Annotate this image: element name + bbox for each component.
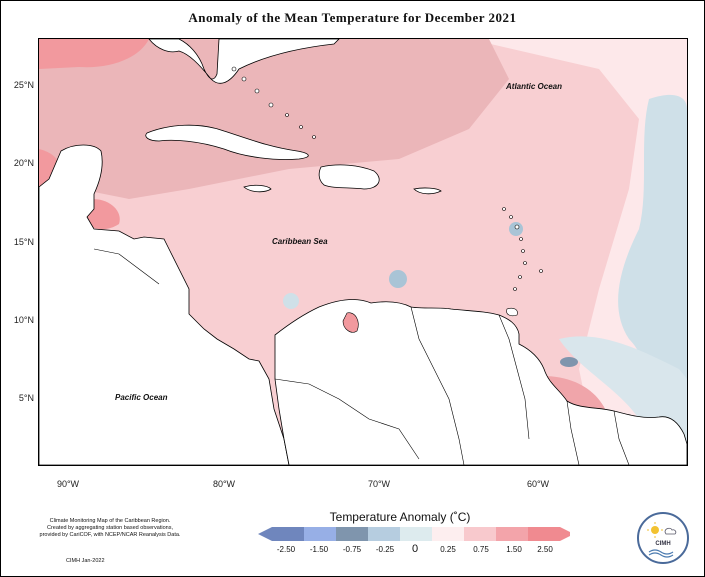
legend-tick-label: 2.50	[537, 545, 553, 554]
anomaly-field-warm-strong-nw	[39, 39, 149, 69]
legend-swatch	[432, 527, 464, 541]
anomaly-map-canvas	[39, 39, 687, 465]
legend-arrow-low	[258, 527, 272, 541]
lat-label-5n: 5°N	[18, 393, 34, 403]
legend-swatch	[272, 527, 304, 541]
legend-arrow-high	[560, 527, 570, 541]
anomaly-cool-spot-5	[283, 293, 299, 309]
legend-tick-label: -0.75	[342, 545, 362, 554]
lon-label-60w: 60°W	[526, 479, 550, 489]
land-central-america	[39, 144, 290, 465]
legend-tick-label: -2.50	[276, 545, 296, 554]
logo-text: CIMH	[655, 541, 671, 547]
legend-swatch	[400, 527, 432, 541]
lon-label-70w: 70°W	[367, 479, 391, 489]
credit-line: Climate Monitoring Map of the Caribbean …	[49, 518, 171, 524]
land-jamaica	[243, 184, 272, 193]
pacific-ocean-label: Pacific Ocean	[115, 393, 168, 402]
land-cuba	[145, 124, 309, 160]
lat-label-25n: 25°N	[13, 80, 34, 90]
legend-colorbar	[258, 527, 570, 541]
land-hispaniola	[318, 164, 380, 190]
land-bahamas	[231, 66, 316, 139]
caribbean-sea-label: Caribbean Sea	[272, 237, 328, 246]
legend-tick-label: 0.75	[473, 545, 489, 554]
anomaly-cool-spot-4	[560, 357, 578, 367]
anomaly-map	[38, 38, 688, 466]
anomaly-cool-spot-1	[389, 270, 407, 288]
credit-line: provided by CariCOF, with NCEP/NCAR Rean…	[39, 532, 181, 538]
credit-line: Created by aggregating station based obs…	[47, 525, 173, 531]
country-borders	[93, 248, 630, 465]
cimh-logo-icon: CIMH	[637, 512, 689, 564]
anomaly-field-warm-north	[39, 39, 509, 199]
land-florida	[148, 39, 340, 84]
legend-tick-label: 0	[411, 543, 419, 555]
lat-label-20n: 20°N	[13, 158, 34, 168]
land-south-america	[274, 299, 687, 465]
legend-swatch	[304, 527, 336, 541]
map-title: Anomaly of the Mean Temperature for Dece…	[188, 10, 517, 25]
lon-label-90w: 90°W	[56, 479, 80, 489]
legend-title: Temperature Anomaly (˚C)	[329, 510, 471, 524]
lat-label-10n: 10°N	[13, 315, 34, 325]
lat-label-15n: 15°N	[13, 237, 34, 247]
legend-tick-label: -0.25	[375, 545, 395, 554]
legend-swatch	[496, 527, 528, 541]
legend-tick-label: -1.50	[309, 545, 329, 554]
legend-swatch	[464, 527, 496, 541]
atlantic-ocean-label: Atlantic Ocean	[506, 82, 563, 91]
land-puerto-rico	[413, 187, 442, 195]
legend-swatch	[336, 527, 368, 541]
lon-label-80w: 80°W	[212, 479, 236, 489]
lake-maracaibo	[342, 312, 359, 333]
land-lesser-antilles	[502, 207, 543, 291]
legend-swatch	[528, 527, 560, 541]
legend-tick-label: 1.50	[506, 545, 522, 554]
legend-swatch	[368, 527, 400, 541]
credit-text: Climate Monitoring Map of the Caribbean …	[10, 518, 210, 539]
land-trinidad	[506, 307, 518, 317]
credit-date: CIMH Jan-2022	[66, 558, 105, 564]
legend-tick-label: 0.25	[440, 545, 456, 554]
